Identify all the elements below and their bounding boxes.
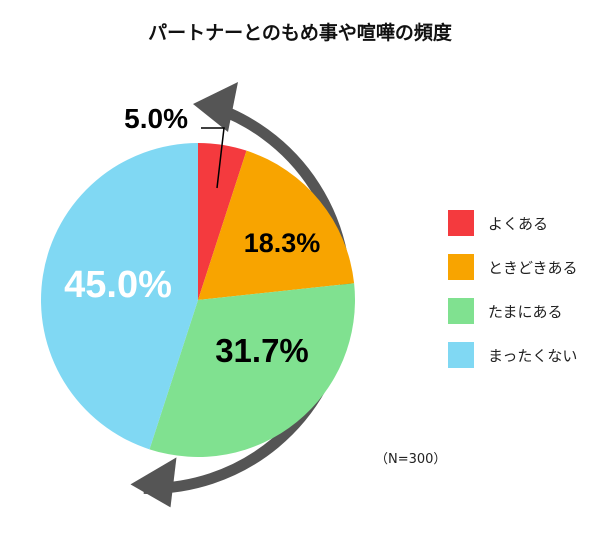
legend-item: ときどきある bbox=[448, 254, 578, 280]
slice-label: 45.0% bbox=[64, 264, 172, 306]
sample-size-note: （N=300） bbox=[375, 452, 447, 467]
arrowhead-top bbox=[193, 82, 238, 132]
slice-label: 18.3% bbox=[244, 228, 321, 258]
legend-label: まったくない bbox=[488, 346, 578, 365]
legend-swatch bbox=[448, 254, 474, 280]
legend-label: たまにある bbox=[488, 302, 563, 321]
leader-line bbox=[201, 127, 225, 189]
legend-swatch bbox=[448, 210, 474, 236]
pie-slice bbox=[41, 143, 198, 450]
chart-title: パートナーとのもめ事や喧嘩の頻度 bbox=[148, 22, 452, 44]
legend-label: ときどきある bbox=[488, 258, 578, 277]
slice-label: 5.0% bbox=[124, 103, 188, 134]
pie-slice bbox=[198, 143, 247, 300]
legend-label: よくある bbox=[488, 214, 549, 233]
pie-slice bbox=[198, 150, 355, 300]
legend-swatch bbox=[448, 298, 474, 324]
legend-swatch bbox=[448, 342, 474, 368]
arrowhead-bottom bbox=[130, 457, 177, 508]
legend-item: たまにある bbox=[448, 298, 563, 324]
slice-label: 31.7% bbox=[215, 332, 309, 369]
pie-slice bbox=[149, 283, 355, 458]
legend-item: よくある bbox=[448, 210, 548, 236]
legend-item: まったくない bbox=[448, 342, 577, 368]
